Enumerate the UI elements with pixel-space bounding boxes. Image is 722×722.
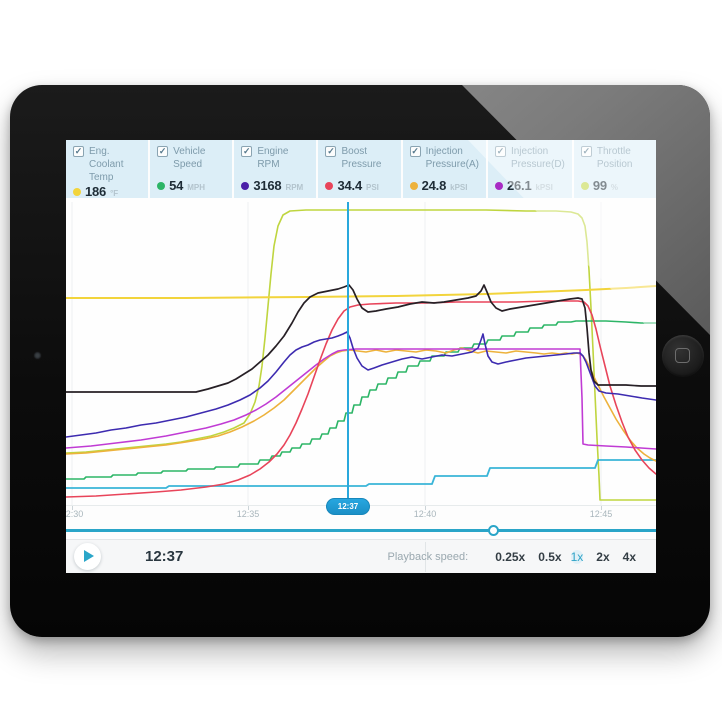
series-cyan-series <box>66 459 656 489</box>
series-engine-rpm <box>66 331 656 438</box>
playback-speed-label: Playback speed: <box>387 551 469 563</box>
series-color-dot <box>73 187 81 196</box>
legend-item-unit: % <box>610 183 619 192</box>
legend-item-value: 99 <box>592 178 607 193</box>
legend-item-unit: RPM <box>285 183 304 192</box>
play-button[interactable] <box>74 543 101 570</box>
legend-item-1[interactable]: ✓ Eng. Coolant Temp 186 °F <box>66 140 149 199</box>
home-button-icon <box>675 348 690 363</box>
legend-item-label: Eng. Coolant Temp <box>89 146 124 183</box>
axis-tick-mark <box>72 506 73 510</box>
series-vehicle-speed <box>66 320 656 480</box>
checkbox[interactable]: ✓ <box>494 146 506 157</box>
checkbox[interactable]: ✓ <box>241 146 253 157</box>
current-time-label: 12:37 <box>145 548 184 565</box>
legend-item-3[interactable]: ✓ Engine RPM 3168 RPM <box>234 140 317 198</box>
telemetry-line-chart <box>66 202 656 505</box>
playhead-line[interactable] <box>347 202 349 502</box>
legend-item-value: 26.1 <box>506 178 532 193</box>
series-color-dot <box>157 181 166 190</box>
legend-item-2[interactable]: ✓ Vehicle Speed 54 MPH <box>150 140 233 198</box>
legend-item-unit: kPSI <box>450 183 468 192</box>
series-color-dot <box>241 181 250 190</box>
axis-tick-mark <box>425 506 426 510</box>
legend-item-unit: MPH <box>187 183 205 192</box>
series-throttle-position <box>66 209 656 501</box>
legend-item-label: Vehicle Speed <box>173 146 206 170</box>
axis-tick-label: 12:35 <box>236 509 260 519</box>
series-color-dot <box>580 181 589 190</box>
home-button[interactable] <box>662 335 704 377</box>
legend-item-value: 3168 <box>253 178 282 193</box>
legend-item-label: Engine RPM <box>257 146 289 170</box>
checkbox[interactable]: ✓ <box>157 146 169 157</box>
checkbox[interactable]: ✓ <box>409 146 421 157</box>
playhead-time-badge[interactable]: 12:37 <box>326 498 370 515</box>
checkbox[interactable]: ✓ <box>580 146 592 157</box>
legend-item-5[interactable]: ✓ Injection Pressure(A) 24.8 kPSI <box>402 140 486 198</box>
axis-tick-label: 12:40 <box>413 509 437 519</box>
legend-item-label: Injection Pressure(A) <box>425 146 479 170</box>
legend-item-label: Boost Pressure <box>341 146 382 170</box>
timeline-handle[interactable] <box>488 525 500 536</box>
legend-item-label: Throttle Position <box>596 146 633 170</box>
timeline-slider[interactable] <box>66 524 656 538</box>
axis-tick-label: 12:30 <box>66 509 84 519</box>
legend-item-unit: °F <box>110 189 119 198</box>
playback-bar: 12:37 Playback speed: 0.25x 0.5x 1x 2x 4x <box>66 539 656 573</box>
legend-item-value: 54 <box>169 178 184 193</box>
legend-bar: ✓ Eng. Coolant Temp 186 °F ✓ Vehicle Speed 54 M… <box>66 140 656 199</box>
legend-item-4[interactable]: ✓ Boost Pressure 34.4 PSI <box>318 140 401 198</box>
checkbox[interactable]: ✓ <box>73 146 84 157</box>
speed-option-2x[interactable]: 2x <box>596 549 610 564</box>
play-icon <box>84 550 94 562</box>
series-color-dot <box>494 181 503 190</box>
speed-option-0.5x[interactable]: 0.5x <box>538 549 562 564</box>
axis-tick-mark <box>601 506 602 510</box>
playbar-divider <box>425 542 426 572</box>
speed-option-4x[interactable]: 4x <box>622 549 636 564</box>
legend-item-label: Injection Pressure(D) <box>510 146 565 170</box>
axis-tick-mark <box>248 506 249 510</box>
checkbox[interactable]: ✓ <box>325 146 337 157</box>
playback-speed-group: Playback speed: 0.25x 0.5x 1x 2x 4x <box>387 540 656 573</box>
axis-tick-label: 12:45 <box>589 509 613 519</box>
legend-item-unit: kPSI <box>535 183 553 192</box>
speed-option-0.25x[interactable]: 0.25x <box>495 549 526 564</box>
timeline-track[interactable] <box>66 529 656 532</box>
series-black-series <box>66 284 656 393</box>
tablet-device: ✓ Eng. Coolant Temp 186 °F ✓ Vehicle Speed 54 M… <box>10 85 710 637</box>
series-eng-coolant-temp <box>66 285 656 299</box>
chart-area[interactable]: 12:37 <box>66 198 656 515</box>
series-injection-pressure-d <box>66 348 656 450</box>
legend-item-value: 186 <box>85 184 107 199</box>
legend-item-7[interactable]: ✓ Throttle Position 99% <box>573 140 656 198</box>
speed-options: 0.25x 0.5x 1x 2x 4x <box>482 545 636 570</box>
series-color-dot <box>409 181 418 190</box>
legend-item-unit: PSI <box>365 183 379 192</box>
series-boost-pressure <box>66 300 656 498</box>
legend-item-value: 34.4 <box>337 178 362 193</box>
legend-item-6[interactable]: ✓ Injection Pressure(D) 26.1 kPSI <box>487 140 572 198</box>
speed-option-1x[interactable]: 1x <box>570 549 584 564</box>
series-color-dot <box>325 181 334 190</box>
legend-item-value: 24.8 <box>421 178 447 193</box>
app-screen: ✓ Eng. Coolant Temp 186 °F ✓ Vehicle Speed 54 M… <box>66 140 656 573</box>
front-camera <box>34 352 41 359</box>
